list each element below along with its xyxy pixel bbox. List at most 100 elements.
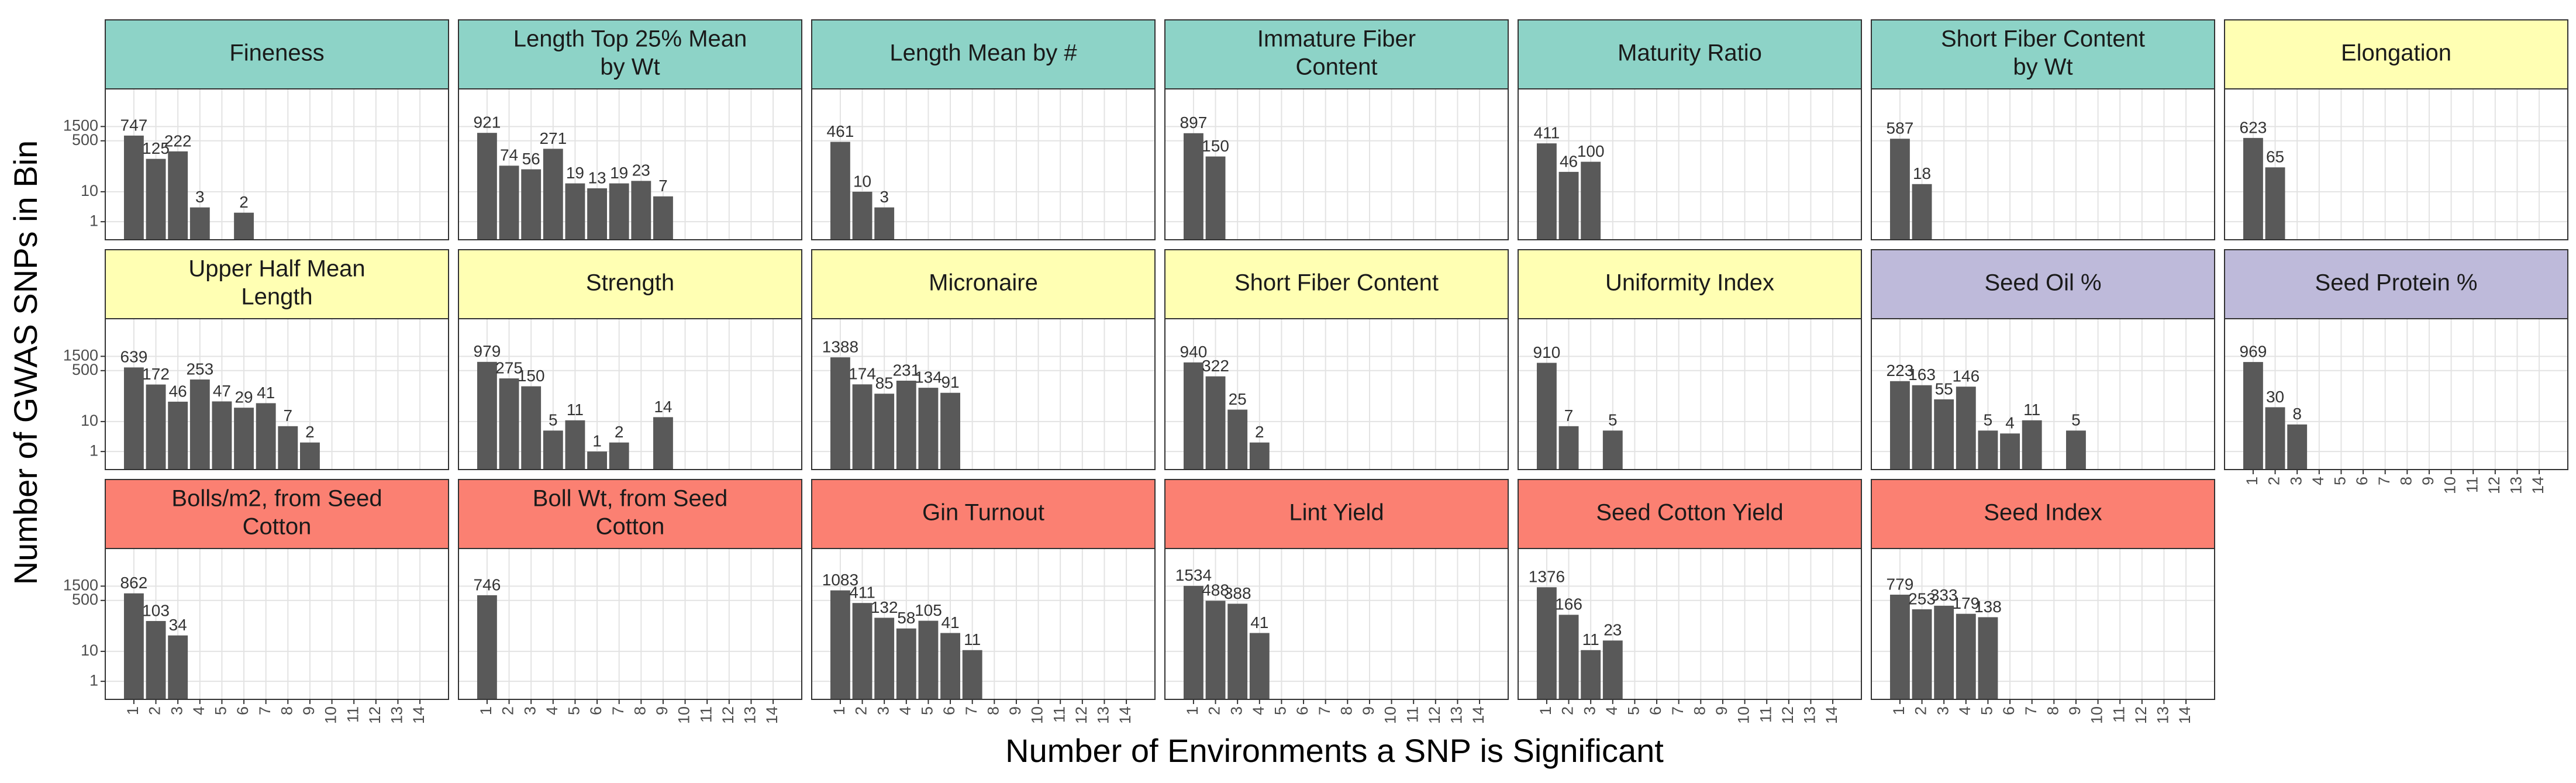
y-tick-label: 500 [72,591,98,608]
bar [852,384,873,470]
data-label: 41 [257,384,275,402]
bar [168,151,188,240]
strip [105,479,449,549]
x-tick-label: 2 [853,706,870,715]
bar [543,430,563,470]
data-label: 639 [120,348,148,366]
data-label: 7 [658,177,668,195]
strip [1164,19,1509,89]
data-label: 1376 [1529,568,1565,586]
x-tick-label: 5 [2332,477,2349,485]
bar [234,212,254,240]
data-label: 8 [2292,405,2302,423]
data-label: 105 [915,601,942,619]
bar [1934,605,1954,699]
data-label: 411 [849,584,875,602]
bar [940,392,960,470]
strip [811,249,1156,319]
bar [1558,426,1579,470]
x-tick-label: 2 [146,706,164,715]
data-label: 46 [1560,152,1578,170]
data-label: 19 [610,164,628,182]
y-tick-label: 10 [81,412,98,429]
bar [631,181,651,240]
bar [2287,424,2308,470]
strip-title: Short Fiber Content [1234,270,1439,296]
data-label: 14 [654,398,672,416]
data-label: 23 [1603,621,1622,639]
data-label: 30 [2266,388,2284,406]
x-tick-label: 11 [2110,706,2127,723]
x-tick-label: 8 [984,706,1002,715]
bar [212,401,232,470]
bar [146,158,166,240]
strip [1518,249,1862,319]
x-tick-label: 4 [1603,706,1620,715]
data-label: 231 [892,361,920,379]
data-label: 5 [1984,411,1993,429]
bar [609,183,629,240]
x-tick-label: 14 [410,706,427,724]
data-label: 940 [1180,343,1208,361]
data-label: 10 [853,172,871,190]
x-tick-label: 2 [1206,706,1223,715]
panel-border [1164,548,1509,700]
x-tick-label: 13 [388,706,406,724]
strip [1164,249,1509,319]
bar [477,361,497,470]
x-tick-label: 12 [2485,477,2503,494]
y-tick-label: 1500 [63,116,98,134]
strip-title: Fineness [229,40,324,66]
panel-border [458,88,802,240]
data-label: 29 [235,388,253,406]
bar [653,196,673,240]
x-tick-label: 12 [719,706,737,724]
x-tick-label: 14 [2529,477,2547,494]
x-tick-label: 11 [1050,706,1068,723]
bar [1581,650,1601,699]
x-tick-label: 5 [565,706,583,715]
panel-border [105,88,449,240]
strip-title: Cotton [596,514,665,540]
data-label: 47 [213,382,231,400]
x-tick-label: 13 [1448,706,1465,724]
x-tick-label: 10 [1029,706,1046,724]
y-tick-label: 1 [89,441,98,459]
strip-title: Length Mean by # [889,40,1077,66]
bar [2265,407,2285,470]
data-label: 125 [142,139,170,157]
x-tick-label: 3 [1934,706,1951,715]
bar [830,357,850,470]
x-tick-label: 7 [609,706,627,715]
panel-border [2224,88,2568,240]
x-tick-label: 7 [2022,706,2040,715]
panel-border [1871,548,2215,700]
bar [499,165,519,240]
x-tick-label: 9 [653,706,671,715]
x-tick-label: 7 [256,706,274,715]
panel-background [458,549,802,699]
bar [874,618,895,699]
x-tick-label: 5 [212,706,230,715]
data-label: 25 [1229,390,1247,408]
bar [587,188,607,240]
x-tick-label: 1 [477,706,495,715]
strip-title: Cotton [243,514,312,540]
data-label: 862 [120,574,148,592]
x-tick-label: 9 [2066,706,2084,715]
data-label: 13 [588,168,606,187]
x-tick-label: 3 [874,706,892,715]
data-label: 4 [2005,414,2015,432]
strip [1871,479,2215,549]
data-label: 969 [2240,342,2267,360]
data-label: 11 [567,401,584,419]
x-tick-label: 13 [1801,706,1819,724]
x-tick-label: 12 [1073,706,1090,724]
x-tick-label: 8 [278,706,295,715]
bar [168,401,188,470]
data-label: 103 [142,601,170,619]
panel-border [1871,318,2215,470]
x-tick-label: 5 [1272,706,1289,715]
x-tick-label: 12 [366,706,384,724]
